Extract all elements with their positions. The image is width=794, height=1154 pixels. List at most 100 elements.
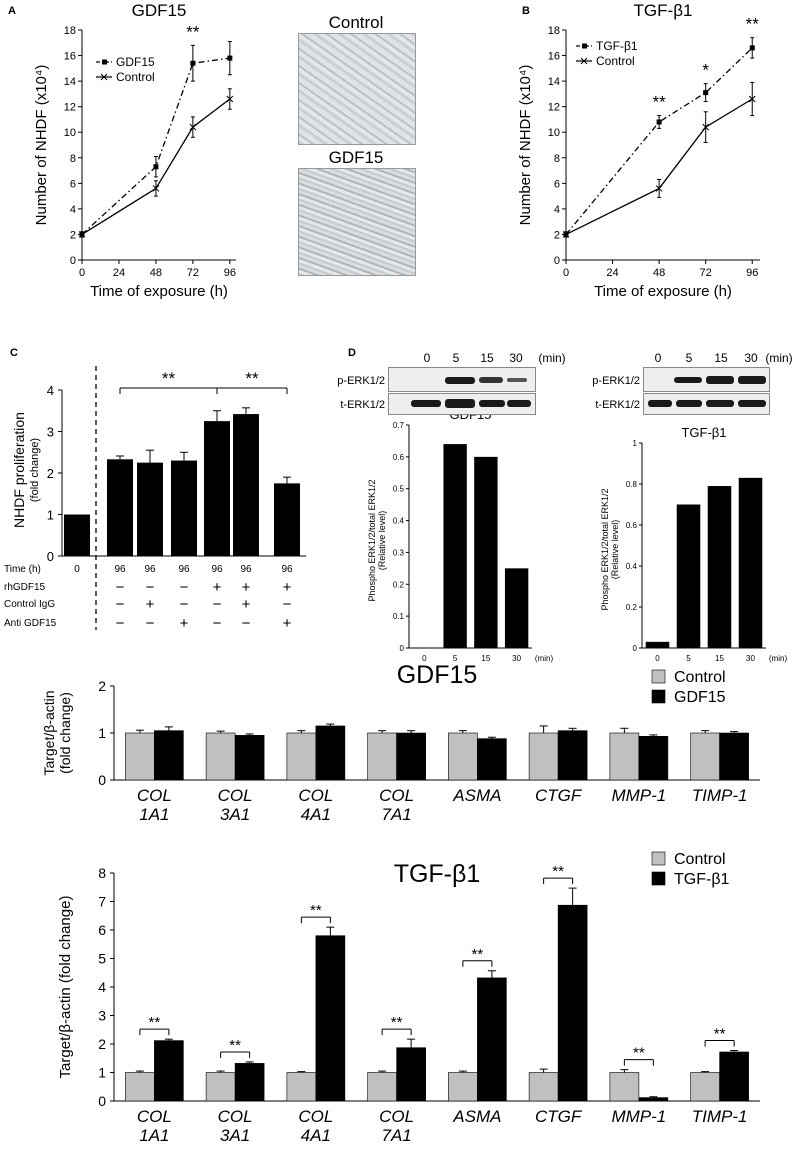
y-tick-label: 2 [47,466,54,481]
category-label: 1A1 [139,1126,169,1145]
significance-star: ** [714,1026,726,1043]
panel-letter-a: A [8,5,16,17]
significance-star: ** [186,22,200,41]
data-point [153,164,159,170]
row-cell: 96 [211,564,223,575]
data-point [748,95,756,103]
blot-row-label: t-ERK1/2 [340,399,385,411]
legend-marker [582,43,587,49]
category-label: TIMP-1 [692,1107,748,1126]
bar-control [125,732,155,781]
bar-treatment [557,730,588,781]
y-tick-label: 6 [554,178,560,190]
y-tick-label: 0.6 [626,521,638,530]
y-tick-label: 0.6 [393,453,405,462]
legend-entry: GDF15 [116,55,155,69]
category-label: CTGF [535,786,583,805]
y-tick-label: 12 [548,102,560,114]
legend-marker [102,59,107,65]
significance-star: ** [472,946,484,963]
significance-star: ** [391,1014,403,1031]
bar [204,421,230,556]
chart-A-title: GDF15 [132,1,187,20]
tgf-t-erk-blot [643,393,770,415]
bar [233,414,259,556]
y-tick-label: 3 [98,1008,106,1024]
y-tick-label: 0.7 [393,421,405,430]
legend-swatch [651,871,666,886]
chart-E-title: GDF15 [397,661,478,689]
x-tick-label: 72 [700,267,712,279]
blot-time: 30 [744,351,758,365]
category-label: 3A1 [220,805,250,824]
y-tick-label: 1 [98,725,106,741]
data-point [190,60,196,66]
y-tick-label: 7 [98,894,106,910]
category-label: TIMP-1 [692,786,748,805]
category-label: 4A1 [301,805,331,824]
chart-F-ylabel: Target/β-actin (fold change) [57,896,74,1079]
y-tick-label: 1 [633,439,638,448]
bar-control [205,732,236,781]
row-cell: 96 [178,564,190,575]
significance-star: ** [149,1014,161,1031]
y-tick-label: 18 [64,25,76,37]
y-tick-label: 16 [64,51,76,63]
category-label: 7A1 [382,1126,412,1145]
panel-letter-b: B [522,5,530,17]
y-tick-label: 0 [98,772,106,788]
category-label: 1A1 [139,805,169,824]
tgf-p-erk-blot [643,367,770,392]
row-cell: + [146,596,155,613]
row-cell: 96 [281,564,293,575]
data-point [702,123,710,131]
row-cell: − [146,579,155,596]
row-label: rhGDF15 [4,582,46,593]
significance-star: ** [162,369,176,388]
category-label: COL [137,1107,172,1126]
legend-marker [580,57,588,65]
data-point [656,119,662,125]
panel-letter-c: C [10,347,18,359]
row-cell: + [283,579,292,596]
bar [676,504,701,648]
x-tick-label: 5 [453,654,458,663]
category-label: ASMA [452,1107,501,1126]
bar-treatment [719,732,749,781]
data-point [655,185,663,192]
category-label: CTGF [535,1107,583,1126]
blot-time: 5 [686,351,693,365]
series-line-0 [565,47,753,235]
y-tick-label: 0.4 [393,517,405,526]
y-tick-label: 0.4 [626,562,638,571]
bar [707,486,732,648]
chart-C-ylabel2: (fold change) [29,438,41,502]
category-label: MMP-1 [611,1107,666,1126]
data-point [189,123,197,131]
y-tick-label: 4 [70,204,76,216]
row-cell: + [242,596,251,613]
bar-control [690,732,720,781]
y-tick-label: 5 [98,951,106,967]
bar [443,444,467,648]
bar-treatment [315,725,346,781]
category-label: COL [218,786,253,805]
category-label: 3A1 [220,1126,250,1145]
y-tick-label: 8 [554,153,560,165]
bar-control [367,1072,397,1102]
bar-treatment [477,738,507,781]
x-tick-label: 48 [653,267,665,279]
chart-B-title: TGF-β1 [634,1,693,20]
y-tick-label: 4 [47,383,54,398]
gdf15-p-erk-blot [388,367,536,392]
legend-entry: Control [596,54,635,68]
row-cell: + [283,615,292,632]
blot-time: 0 [424,351,431,365]
data-point [227,55,233,61]
category-label: 4A1 [301,1126,331,1145]
bar-control [609,732,640,781]
y-tick-label: 0.5 [393,485,405,494]
bar-treatment [234,735,265,781]
chart-E-ylabel2: (fold change) [57,692,73,774]
bar-control [528,732,559,781]
